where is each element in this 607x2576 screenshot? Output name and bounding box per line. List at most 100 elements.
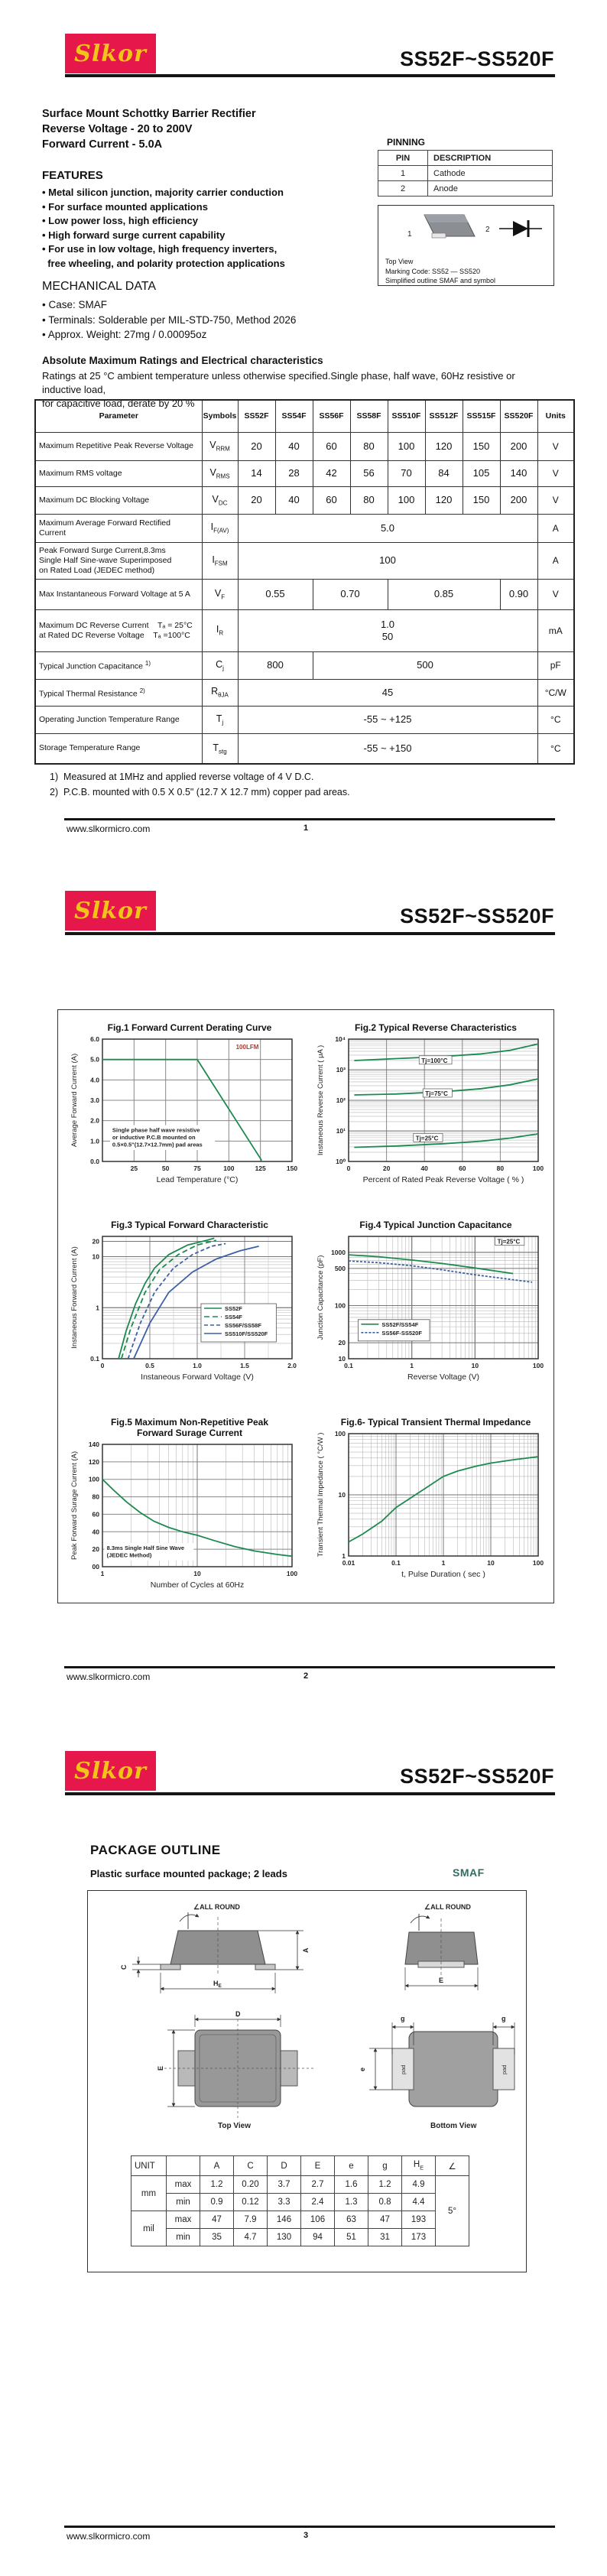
brand-logo: Slkor bbox=[65, 891, 156, 931]
svg-text:100: 100 bbox=[89, 1476, 99, 1483]
package-note-line: Marking Code: SS52 — SS520 bbox=[385, 267, 481, 275]
ratings-row: Maximum Average Forward Rectified Curren… bbox=[34, 513, 575, 543]
ratings-value: 70 bbox=[387, 460, 426, 487]
svg-text:0.1: 0.1 bbox=[90, 1355, 99, 1363]
svg-text:Transient Thermal Impedance (: Transient Thermal Impedance ( °C/W ) bbox=[316, 1433, 325, 1558]
feature-item: • Low power loss, high efficiency bbox=[42, 215, 198, 226]
svg-text:00: 00 bbox=[93, 1563, 100, 1571]
svg-text:500: 500 bbox=[335, 1265, 346, 1272]
svg-text:10²: 10² bbox=[336, 1096, 346, 1104]
figure-title: Fig.3 Typical Forward Characteristic bbox=[111, 1220, 268, 1230]
dims-row: mm max 1.2 0.20 3.7 2.7 1.6 1.2 4.9 5° bbox=[131, 2175, 469, 2246]
ratings-value: 200 bbox=[499, 486, 538, 515]
features-heading: FEATURES bbox=[42, 169, 103, 182]
mechanical-heading: MECHANICAL DATA bbox=[42, 280, 157, 293]
dim-c-label: C bbox=[120, 1964, 128, 1970]
footnote: 2) P.C.B. mounted with 0.5 X 0.5" (12.7 … bbox=[50, 787, 350, 797]
ratings-value: 120 bbox=[424, 486, 463, 515]
dims-value: 94 bbox=[300, 2228, 335, 2246]
dims-col-header: E bbox=[300, 2155, 335, 2176]
ratings-row: Maximum RMS voltage VRMS 14 28 42 56 70 84 105 14… bbox=[34, 460, 575, 487]
package-name-label: SMAF bbox=[453, 1866, 485, 1879]
ratings-value: 60 bbox=[312, 486, 351, 515]
svg-text:10³: 10³ bbox=[336, 1066, 346, 1074]
svg-text:80: 80 bbox=[497, 1165, 505, 1172]
chart-canvas: 0 20 40 60 80 100 10⁰ 10¹ 10² 10³ 10⁴ Tj=100°C Tj=75… bbox=[316, 1035, 544, 1184]
all-round-label: ∠ALL ROUND bbox=[424, 1903, 471, 1911]
svg-text:100: 100 bbox=[533, 1362, 544, 1369]
ratings-table-grid: Parameter Symbols SS52F SS54F SS56F SS58F SS51… bbox=[34, 399, 575, 765]
svg-text:(JEDEC Method): (JEDEC Method) bbox=[107, 1552, 152, 1559]
svg-text:or inductive P.C.B mounted on: or inductive P.C.B mounted on bbox=[112, 1134, 196, 1141]
dim-g-label: g bbox=[401, 2015, 405, 2022]
ratings-value: 40 bbox=[274, 486, 313, 515]
svg-text:Instaneous Reverse Current ( μ: Instaneous Reverse Current ( μA ) bbox=[316, 1045, 325, 1155]
ratings-unit: A bbox=[537, 541, 575, 580]
svg-text:Tj=25°C: Tj=25°C bbox=[498, 1239, 521, 1246]
ratings-col-header: SS515F bbox=[462, 399, 501, 433]
svg-text:1: 1 bbox=[96, 1304, 99, 1311]
svg-text:100LFM: 100LFM bbox=[236, 1044, 259, 1051]
mechanical-list: • Case: SMAF • Terminals: Solderable per… bbox=[42, 297, 296, 343]
ratings-unit: V bbox=[537, 486, 575, 515]
figure-junction-capacitance: Fig.4 Typical Junction Capacitance 0.1 1 10… bbox=[315, 1220, 557, 1387]
ratings-parameter: Operating Junction Temperature Range bbox=[34, 705, 203, 734]
side-view: ∠ALL ROUND C HE A bbox=[120, 1903, 310, 1993]
footer-rule bbox=[64, 2526, 555, 2528]
svg-text:125: 125 bbox=[255, 1165, 266, 1172]
footer-website: www.slkormicro.com bbox=[67, 2531, 151, 2542]
ratings-value: 500 bbox=[312, 651, 538, 680]
svg-text:0.5×0.5"(12.7×12.7mm) pad are: 0.5×0.5"(12.7×12.7mm) pad areas bbox=[112, 1142, 203, 1148]
footer-page-number: 2 bbox=[303, 1671, 309, 1681]
dims-unit-cell: mm bbox=[131, 2175, 167, 2211]
figure-surge-current: Fig.5 Maximum Non-Repetitive Peak Forwar… bbox=[69, 1417, 310, 1595]
svg-text:150: 150 bbox=[287, 1165, 297, 1172]
dims-value: 1.2 bbox=[368, 2175, 402, 2194]
ratings-value: 60 bbox=[312, 431, 351, 461]
svg-text:0.0: 0.0 bbox=[90, 1158, 99, 1165]
figure-title: Fig.5 Maximum Non-Repetitive Peak Forwar… bbox=[110, 1417, 269, 1438]
svg-text:10: 10 bbox=[487, 1559, 495, 1567]
page-title: SS52F~SS520F bbox=[400, 47, 554, 70]
footnote: 1) Measured at 1MHz and applied reverse … bbox=[50, 772, 314, 782]
ratings-value: 150 bbox=[462, 431, 501, 461]
dims-value: 47 bbox=[368, 2211, 402, 2229]
ratings-row: Max Instantaneous Forward Voltage at 5 A… bbox=[34, 578, 575, 610]
svg-text:40: 40 bbox=[420, 1165, 428, 1172]
dims-blank-header bbox=[166, 2155, 200, 2176]
dim-e-lower-label: e bbox=[359, 2068, 366, 2071]
svg-text:0.01: 0.01 bbox=[342, 1559, 355, 1567]
pin-col-header: DESCRIPTION bbox=[427, 150, 553, 166]
dims-value: 7.9 bbox=[233, 2211, 268, 2229]
svg-text:100: 100 bbox=[335, 1430, 346, 1437]
ratings-value: -55 ~ +150 bbox=[237, 733, 538, 765]
svg-text:100: 100 bbox=[335, 1301, 346, 1309]
ratings-value: 100 bbox=[387, 486, 426, 515]
ratings-unit: V bbox=[537, 460, 575, 487]
svg-text:20: 20 bbox=[339, 1339, 346, 1346]
figure-thermal-impedance: Fig.6- Typical Transient Thermal Impedan… bbox=[315, 1417, 557, 1584]
ratings-unit: V bbox=[537, 431, 575, 461]
svg-text:Tj=100°C: Tj=100°C bbox=[421, 1057, 447, 1064]
figure-title: Fig.1 Forward Current Derating Curve bbox=[107, 1022, 272, 1033]
dim-d-label: D bbox=[235, 2010, 241, 2018]
ratings-row: Storage Temperature Range Tstg -55 ~ +150 °… bbox=[34, 733, 575, 765]
svg-text:60: 60 bbox=[459, 1165, 466, 1172]
svg-text:100: 100 bbox=[533, 1165, 544, 1172]
dims-value: 0.20 bbox=[233, 2175, 268, 2194]
ratings-unit: V bbox=[537, 578, 575, 610]
ratings-parameter: Maximum DC Blocking Voltage bbox=[34, 486, 203, 515]
dims-value: 0.9 bbox=[200, 2193, 234, 2211]
description-line: Forward Current - 5.0A bbox=[42, 138, 163, 151]
svg-text:Junction Capacitance (pF): Junction Capacitance (pF) bbox=[316, 1256, 325, 1340]
ratings-parameter: Maximum DC Reverse Current Tₐ = 25°C at R… bbox=[34, 609, 203, 652]
pin-description: Anode bbox=[427, 180, 553, 197]
ratings-row: Typical Thermal Resistance 2) RθJA 45 °C/W bbox=[34, 678, 575, 707]
svg-text:2.0: 2.0 bbox=[90, 1117, 99, 1125]
ratings-unit: °C bbox=[537, 733, 575, 765]
dims-col-header: e bbox=[334, 2155, 368, 2176]
dims-value: 3.7 bbox=[267, 2175, 301, 2194]
dims-minmax-cell: min bbox=[166, 2193, 200, 2211]
svg-text:100: 100 bbox=[533, 1559, 544, 1567]
svg-text:0: 0 bbox=[347, 1165, 351, 1172]
